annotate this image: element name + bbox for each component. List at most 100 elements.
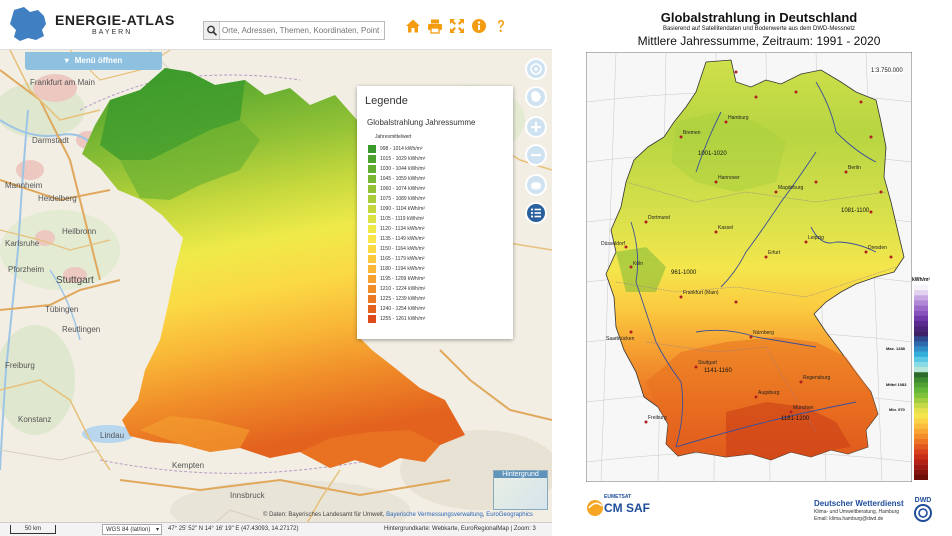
locate-button[interactable] xyxy=(525,58,547,80)
legend-swatch xyxy=(368,275,376,283)
colorbar-step xyxy=(914,346,928,352)
legend-swatch xyxy=(368,195,376,203)
legend-class-label: 1165 - 1179 kWh/m² xyxy=(380,256,425,262)
cmsaf-logo-icon xyxy=(587,500,603,516)
info-icon[interactable] xyxy=(471,18,487,34)
basemap-label: Hintergrundkarte: Webkarte, EuroRegional… xyxy=(384,526,509,532)
legend-class-label: 1255 - 1261 kWh/m² xyxy=(380,316,426,322)
place-label: Frankfurt am Main xyxy=(30,78,95,87)
colorbar-step xyxy=(914,310,928,316)
layers-button[interactable] xyxy=(525,174,547,196)
city-label: Kassel xyxy=(718,225,733,231)
place-label: Lindau xyxy=(100,431,124,440)
top-bar: ENERGIE-ATLAS BAYERN xyxy=(0,0,552,50)
city-label: Saarbrücken xyxy=(606,336,635,342)
colorbar-min-label: Min. 970 xyxy=(889,407,905,412)
colorbar-step xyxy=(914,408,928,414)
dwd-map-panel: Globalstrahlung in Deutschland Basierend… xyxy=(566,0,952,536)
legend-class: 1180 - 1194 kWh/m² xyxy=(368,264,425,274)
colorbar-step xyxy=(914,300,928,306)
legend-swatch xyxy=(368,145,376,153)
legend-class: 1075 - 1089 kWh/m² xyxy=(368,194,425,204)
legend-class: 1210 - 1224 kWh/m² xyxy=(368,284,425,294)
dwd-logo-text: DWD xyxy=(915,497,932,504)
legend-swatch xyxy=(368,175,376,183)
city-label: Leipzig xyxy=(808,235,824,241)
legend-class: 1255 - 1261 kWh/m² xyxy=(368,314,425,324)
legend-swatch xyxy=(368,315,376,323)
search-input[interactable] xyxy=(222,23,382,38)
crs-select[interactable]: WGS 84 (lat/lon) ▾ xyxy=(102,524,162,535)
bavaria-extent-button[interactable] xyxy=(525,86,547,108)
bavaria-logo-icon[interactable] xyxy=(6,4,50,44)
crs-value: WGS 84 (lat/lon) xyxy=(106,527,151,533)
colorbar-step xyxy=(914,295,928,301)
app-subtitle: BAYERN xyxy=(92,29,133,36)
menu-open-button[interactable]: ▾ Menü öffnen xyxy=(25,52,162,70)
colorbar-step xyxy=(914,285,928,291)
zoom-out-button[interactable] xyxy=(525,144,547,166)
legend-class-label: 1045 - 1059 kWh/m² xyxy=(380,176,426,182)
city-label: Freiburg xyxy=(648,415,667,421)
city-label: Nürnberg xyxy=(753,330,774,336)
copyright-link-vermessung[interactable]: Bayerische Vermessungsverwaltung xyxy=(386,512,483,518)
legend-swatch xyxy=(368,185,376,193)
legend-class: 1090 - 1104 kWh/m² xyxy=(368,204,425,214)
region-value-label: 1001-1020 xyxy=(698,151,727,157)
region-value-label: 1081-1100 xyxy=(841,208,870,214)
legend-swatch xyxy=(368,305,376,313)
copyright-notice: © Daten: Bayerisches Landesamt für Umwel… xyxy=(263,512,533,518)
city-label: München xyxy=(793,405,814,411)
dwd-email: Email: klima.hamburg@dwd.de xyxy=(814,516,884,522)
search-box xyxy=(203,21,385,40)
colorbar-step xyxy=(914,320,928,327)
legend-class-list: 998 - 1014 kWh/m² 1015 - 1029 kWh/m² 1030 … xyxy=(368,144,425,324)
zoom-in-button[interactable] xyxy=(525,116,547,138)
legend-class-label: 1180 - 1194 kWh/m² xyxy=(380,266,425,272)
legend-toggle-button[interactable] xyxy=(525,202,547,224)
colorbar-step xyxy=(914,464,928,470)
copyright-link-eurogeographics[interactable]: EuroGeographics xyxy=(486,512,533,518)
legend-swatch xyxy=(368,265,376,273)
help-icon[interactable] xyxy=(493,18,509,34)
city-label: Hannover xyxy=(718,175,740,181)
energieatlas-panel: ENERGIE-ATLAS BAYERN xyxy=(0,0,552,536)
legend-list-icon xyxy=(530,208,541,218)
legend-class: 1030 - 1044 kWh/m² xyxy=(368,164,425,174)
city-label: Stuttgart xyxy=(698,360,718,366)
colorbar-step xyxy=(914,351,928,358)
colorbar-step xyxy=(914,382,928,388)
colorbar-step xyxy=(914,438,928,445)
region-value-label: 961-1000 xyxy=(671,270,697,276)
layers-icon xyxy=(530,182,542,190)
status-bar: 50 km WGS 84 (lat/lon) ▾ 47° 25' 52" N 14… xyxy=(0,522,552,536)
legend-class: 1060 - 1074 kWh/m² xyxy=(368,184,425,194)
fullscreen-icon[interactable] xyxy=(449,18,465,34)
colorbar-step xyxy=(914,361,928,368)
background-switch[interactable]: Hintergrund xyxy=(493,470,548,510)
city-label: Düsseldorf xyxy=(601,241,626,247)
dwd-name: Deutscher Wetterdienst xyxy=(814,499,904,508)
colorbar-step xyxy=(914,459,928,465)
search-button[interactable] xyxy=(204,22,220,39)
legend-swatch xyxy=(368,165,376,173)
coordinate-readout: 47° 25' 52" N 14° 16' 19" E (47.43093, 1… xyxy=(168,526,299,532)
city-label: Erfurt xyxy=(768,250,781,256)
place-label: Kempten xyxy=(172,461,204,470)
legend-class: 998 - 1014 kWh/m² xyxy=(368,144,425,154)
legend-class-label: 1225 - 1239 kWh/m² xyxy=(380,296,426,302)
colorbar-step xyxy=(914,428,928,435)
map-viewport[interactable]: Frankfurt am Main Darmstadt Mannheim Hei… xyxy=(0,50,552,536)
colorbar-step xyxy=(914,403,928,409)
legend-swatch xyxy=(368,225,376,233)
cmsaf-label: CM SAF xyxy=(604,501,650,515)
region-value-label: 1181-1200 xyxy=(781,416,810,422)
home-icon[interactable] xyxy=(405,18,421,34)
dwd-logo-icon: DWD xyxy=(914,497,932,522)
app-title[interactable]: ENERGIE-ATLAS xyxy=(55,12,175,28)
colorbar-max-label: Max. 1288 xyxy=(886,346,905,351)
legend-class: 1135 - 1149 kWh/m² xyxy=(368,234,425,244)
print-icon[interactable] xyxy=(427,18,443,34)
legend-class-label: 998 - 1014 kWh/m² xyxy=(380,146,423,152)
legend-swatch xyxy=(368,155,376,163)
